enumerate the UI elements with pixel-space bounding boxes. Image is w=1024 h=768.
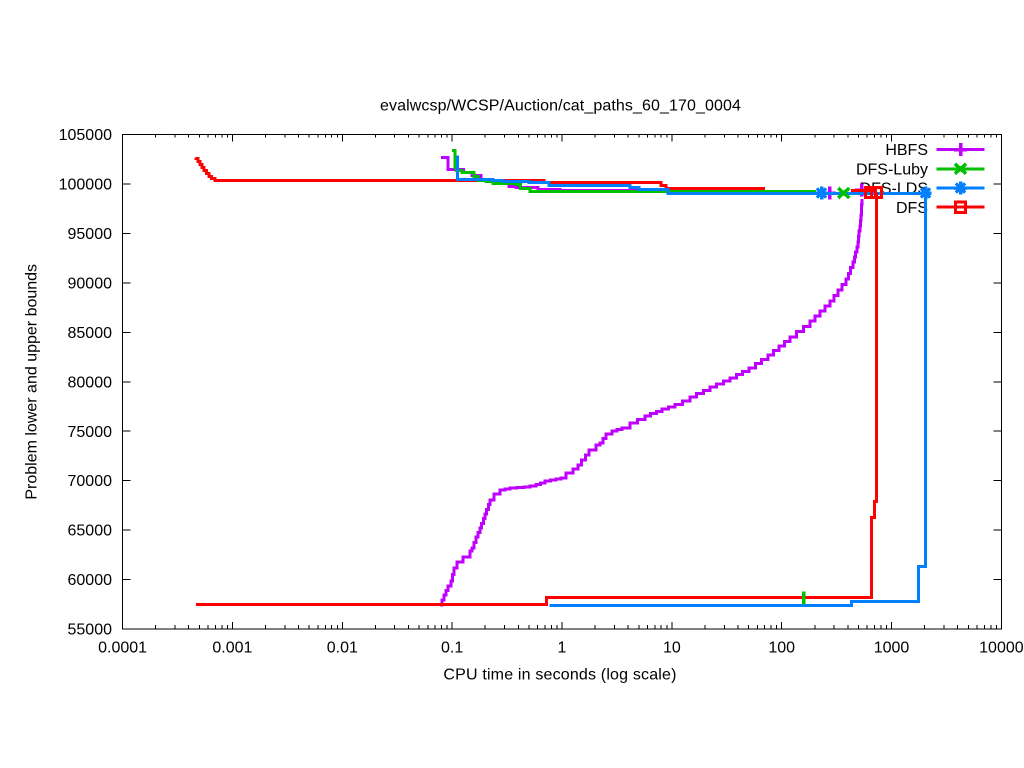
svg-text:70000: 70000 bbox=[68, 473, 113, 490]
svg-text:95000: 95000 bbox=[68, 226, 113, 243]
svg-text:evalwcsp/WCSP/Auction/cat_path: evalwcsp/WCSP/Auction/cat_paths_60_170_0… bbox=[380, 98, 741, 115]
svg-text:10: 10 bbox=[663, 640, 681, 657]
svg-text:CPU time in seconds (log scale: CPU time in seconds (log scale) bbox=[443, 667, 676, 684]
svg-text:10000: 10000 bbox=[979, 640, 1024, 657]
svg-text:85000: 85000 bbox=[68, 325, 113, 342]
svg-text:65000: 65000 bbox=[68, 523, 113, 540]
svg-text:0.0001: 0.0001 bbox=[98, 640, 147, 657]
svg-text:1: 1 bbox=[558, 640, 567, 657]
svg-text:80000: 80000 bbox=[68, 374, 113, 391]
svg-text:DFS: DFS bbox=[896, 200, 928, 217]
svg-text:60000: 60000 bbox=[68, 572, 113, 589]
svg-text:HBFS: HBFS bbox=[885, 142, 928, 159]
svg-text:Problem lower and upper bounds: Problem lower and upper bounds bbox=[24, 264, 41, 500]
svg-text:DFS-Luby: DFS-Luby bbox=[856, 161, 928, 178]
svg-text:1000: 1000 bbox=[874, 640, 910, 657]
svg-text:100: 100 bbox=[768, 640, 795, 657]
svg-text:0.01: 0.01 bbox=[327, 640, 358, 657]
svg-text:90000: 90000 bbox=[68, 275, 113, 292]
svg-text:0.1: 0.1 bbox=[441, 640, 463, 657]
svg-text:105000: 105000 bbox=[59, 127, 112, 144]
svg-text:55000: 55000 bbox=[68, 622, 113, 639]
svg-text:0.001: 0.001 bbox=[212, 640, 252, 657]
svg-text:100000: 100000 bbox=[59, 177, 112, 194]
svg-text:75000: 75000 bbox=[68, 424, 113, 441]
